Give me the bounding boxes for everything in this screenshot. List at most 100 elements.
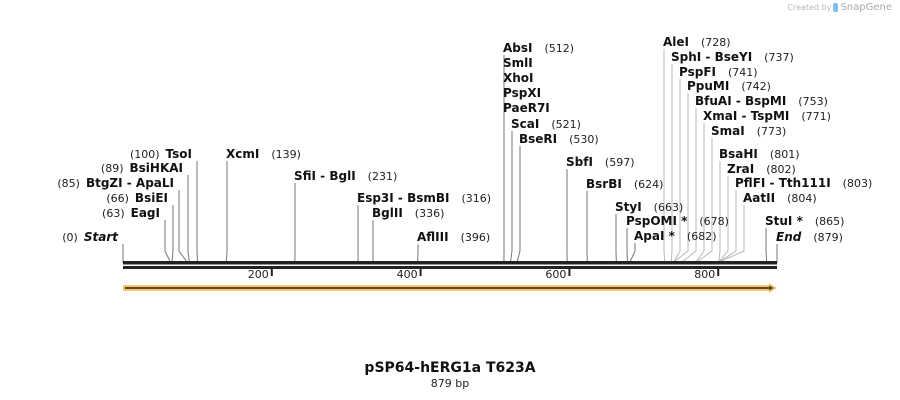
site-name[interactable]: BfuAI - BspMI [695,94,786,108]
restriction-site[interactable]: BsrBI (624) [586,177,663,191]
site-name[interactable]: PpuMI [687,79,729,93]
site-name[interactable]: AflIII [417,230,449,244]
restriction-site[interactable]: AatII (804) [743,191,817,205]
restriction-site[interactable]: PspOMI * (678) [626,214,729,228]
site-position: (742) [741,80,771,93]
site-name[interactable]: XcmI [226,147,259,161]
restriction-site[interactable]: BsiEI (66) [106,191,168,205]
site-name[interactable]: ApaI * [634,229,676,243]
site-name[interactable]: SmlI [503,56,533,70]
site-name[interactable]: SphI - BseYI [671,50,752,64]
restriction-site[interactable]: Esp3I - BsmBI (316) [357,191,491,205]
site-name[interactable]: AleI [663,35,689,49]
site-position: (512) [544,42,574,55]
site-labels: Start (0) EagI(63)BsiEI(66)BtgZI - ApaLI (8… [57,35,872,244]
site-name[interactable]: AatII [743,191,775,205]
site-position: (231) [368,170,398,183]
restriction-site[interactable]: ZraI (802) [727,162,796,176]
site-name[interactable]: BsiEI [135,191,168,205]
site-name[interactable]: BseRI [519,132,557,146]
site-position: (521) [551,118,581,131]
credit-prefix: Created by [787,3,832,12]
site-name[interactable]: PspOMI * [626,214,688,228]
site-name[interactable]: BglII [372,206,403,220]
restriction-site[interactable]: BglII (336) [372,206,444,220]
restriction-site[interactable]: TsoI (100) [130,147,192,161]
site-name[interactable]: BsaHI [719,147,758,161]
restriction-site[interactable]: BfuAI - BspMI (753) [695,94,828,108]
tick-label: 800 [694,268,715,281]
site-name[interactable]: StuI * [765,214,804,228]
restriction-site[interactable]: ScaI (521) [511,117,581,131]
site-name[interactable]: BtgZI - ApaLI [86,176,174,190]
tick-label: 400 [397,268,418,281]
site-name[interactable]: BsiHKAI [130,161,184,175]
restriction-site[interactable]: PflFI - Tth111I (803) [735,176,872,190]
site-position: (663) [654,201,684,214]
site-name[interactable]: PflFI - Tth111I [735,176,831,190]
site-position: (530) [569,133,599,146]
site-leader-line [765,228,768,263]
restriction-site[interactable]: XmaI - TspMI (771) [703,109,831,123]
restriction-site[interactable]: BtgZI - ApaLI (85) [57,176,174,190]
site-name[interactable]: ZraI [727,162,754,176]
site-name[interactable]: XmaI - TspMI [703,109,789,123]
restriction-site[interactable]: StuI * (865) [765,214,844,228]
restriction-site[interactable]: StyI (663) [615,200,683,214]
site-name[interactable]: SmaI [711,124,745,138]
site-name[interactable]: BsrBI [586,177,622,191]
site-name[interactable]: EagI [131,206,160,220]
site-leader-line [225,161,228,263]
site-name[interactable]: PspXI [503,86,541,100]
site-name[interactable]: Esp3I - BsmBI [357,191,449,205]
plasmid-length: 879 bp [430,377,470,390]
site-name[interactable]: StyI [615,200,642,214]
site-position: (85) [57,177,80,190]
site-name[interactable]: PspFI [679,65,716,79]
site-position: (0) [62,231,78,244]
dna-backbone [123,261,777,269]
site-lines [122,49,778,263]
site-position: (801) [770,148,800,161]
restriction-site[interactable]: ApaI * (682) [634,229,717,243]
restriction-site[interactable]: AleI (728) [663,35,731,49]
site-position: (879) [813,231,843,244]
restriction-site[interactable]: AflIII (396) [417,230,490,244]
feature-arrow[interactable] [123,283,777,293]
site-name[interactable]: SbfI [566,155,593,169]
restriction-site[interactable]: SphI - BseYI (737) [671,50,794,64]
restriction-site[interactable]: Start (0) [62,230,119,244]
site-name[interactable]: SfiI - BglI [294,169,356,183]
credit-brand: SnapGene [840,2,892,13]
restriction-site[interactable]: PpuMI (742) [687,79,771,93]
restriction-site[interactable]: PspFI (741) [679,65,758,79]
site-position: (865) [815,215,845,228]
site-leader-line [629,243,636,263]
restriction-site[interactable]: BsaHI (801) [719,147,800,161]
site-name[interactable]: AbsI [503,41,532,55]
site-position: (316) [461,192,491,205]
restriction-site[interactable]: XcmI (139) [226,147,301,161]
site-name[interactable]: PaeR7I [503,101,550,115]
site-name[interactable]: ScaI [511,117,539,131]
site-name[interactable]: Start [84,230,119,244]
site-position: (773) [757,125,787,138]
site-name[interactable]: End [776,230,802,244]
site-position: (624) [634,178,664,191]
site-leader-line [510,131,513,263]
restriction-site[interactable]: BseRI (530) [519,132,599,146]
site-leader-line [164,220,171,263]
restriction-site[interactable]: End (879) [776,230,843,244]
restriction-site[interactable]: SbfI (597) [566,155,635,169]
restriction-site[interactable]: SfiI - BglI (231) [294,169,397,183]
restriction-site[interactable]: SmaI (773) [711,124,786,138]
restriction-site[interactable]: EagI (63) [102,206,160,220]
site-name[interactable]: XhoI [503,71,534,85]
site-leader-line [718,161,721,263]
tick-label: 600 [545,268,566,281]
restriction-site[interactable]: BsiHKAI (89) [101,161,183,175]
site-name[interactable]: TsoI [166,147,192,161]
snapgene-logo-icon [833,3,839,12]
